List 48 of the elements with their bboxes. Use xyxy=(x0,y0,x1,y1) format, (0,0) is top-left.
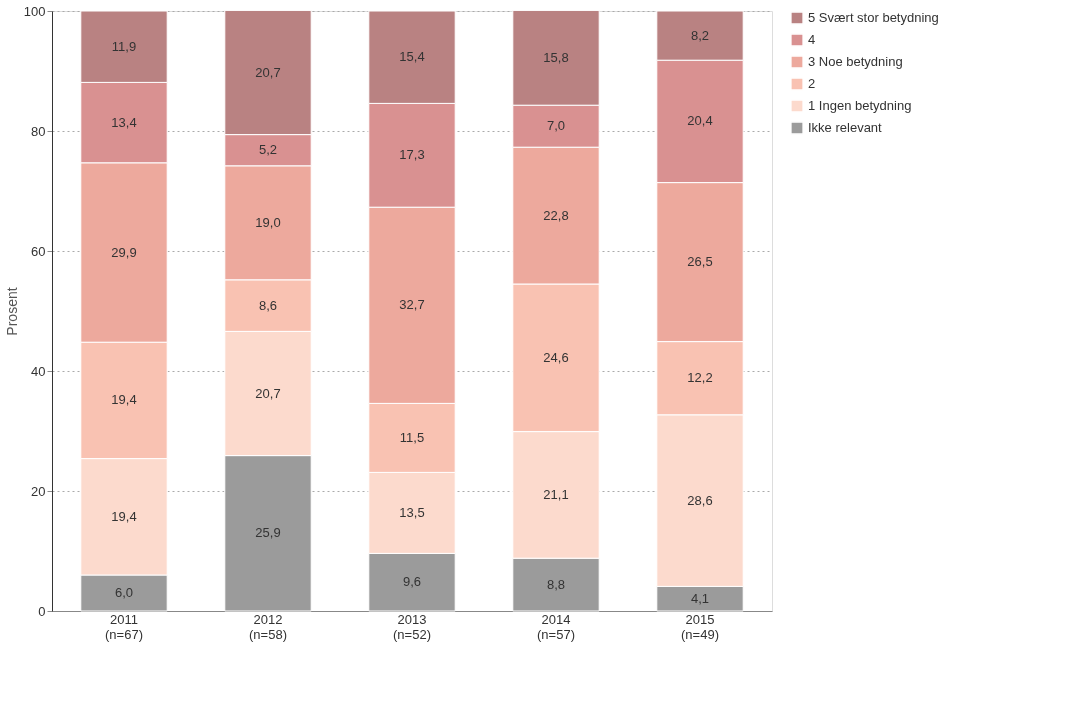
data-label: 19,4 xyxy=(111,392,137,408)
data-label: 26,5 xyxy=(687,254,713,270)
y-tick-label: 0 xyxy=(38,603,46,619)
data-label: 24,6 xyxy=(543,349,569,365)
data-label: 19,4 xyxy=(111,508,137,524)
data-label: 25,9 xyxy=(255,525,281,541)
x-tick-label: 2011 (n=67) xyxy=(105,611,143,642)
data-label: 19,0 xyxy=(255,214,281,230)
legend-label: 1 Ingen betydning xyxy=(808,98,912,113)
data-label: 20,7 xyxy=(255,64,281,80)
data-label: 28,6 xyxy=(687,492,713,508)
y-tick-label: 40 xyxy=(31,363,46,379)
y-tick-label: 100 xyxy=(23,3,46,19)
data-label: 7,0 xyxy=(546,118,566,134)
data-label: 13,5 xyxy=(399,504,425,520)
data-label: 11,5 xyxy=(399,429,425,445)
data-label: 29,9 xyxy=(111,244,137,260)
x-tick-label: 2013 (n=52) xyxy=(393,611,431,642)
legend-label: 5 Svært stor betydning xyxy=(808,10,939,25)
data-label: 8,8 xyxy=(546,576,566,592)
data-label: 15,8 xyxy=(543,49,569,65)
data-label: 8,2 xyxy=(690,27,710,43)
legend-label: 4 xyxy=(808,32,816,47)
data-label: 12,2 xyxy=(687,370,713,386)
x-tick-label: 2012 (n=58) xyxy=(249,611,287,642)
data-label: 22,8 xyxy=(543,207,569,223)
data-label: 32,7 xyxy=(399,297,425,313)
legend-label: 3 Noe betydning xyxy=(808,54,903,69)
legend-label: Ikke relevant xyxy=(808,120,883,135)
y-tick-label: 60 xyxy=(31,243,46,259)
data-label: 8,6 xyxy=(258,297,278,313)
data-label: 5,2 xyxy=(258,142,278,158)
data-label: 15,4 xyxy=(399,49,425,65)
data-label: 4,1 xyxy=(690,590,710,606)
data-label: 17,3 xyxy=(399,147,425,163)
x-tick-label: 2015 (n=49) xyxy=(681,611,719,642)
data-label: 9,6 xyxy=(402,574,422,590)
data-label: 13,4 xyxy=(111,114,137,130)
y-tick-label: 80 xyxy=(31,123,46,139)
legend-label: 2 xyxy=(808,76,816,91)
data-label: 11,9 xyxy=(111,38,137,54)
y-axis-title: Prosent xyxy=(3,287,20,336)
data-label: 20,4 xyxy=(687,113,713,129)
y-tick-label: 20 xyxy=(31,483,46,499)
data-label: 6,0 xyxy=(114,585,134,600)
x-tick-label: 2014 (n=57) xyxy=(537,611,575,642)
data-label: 20,7 xyxy=(255,385,281,401)
data-label: 21,1 xyxy=(543,486,569,502)
